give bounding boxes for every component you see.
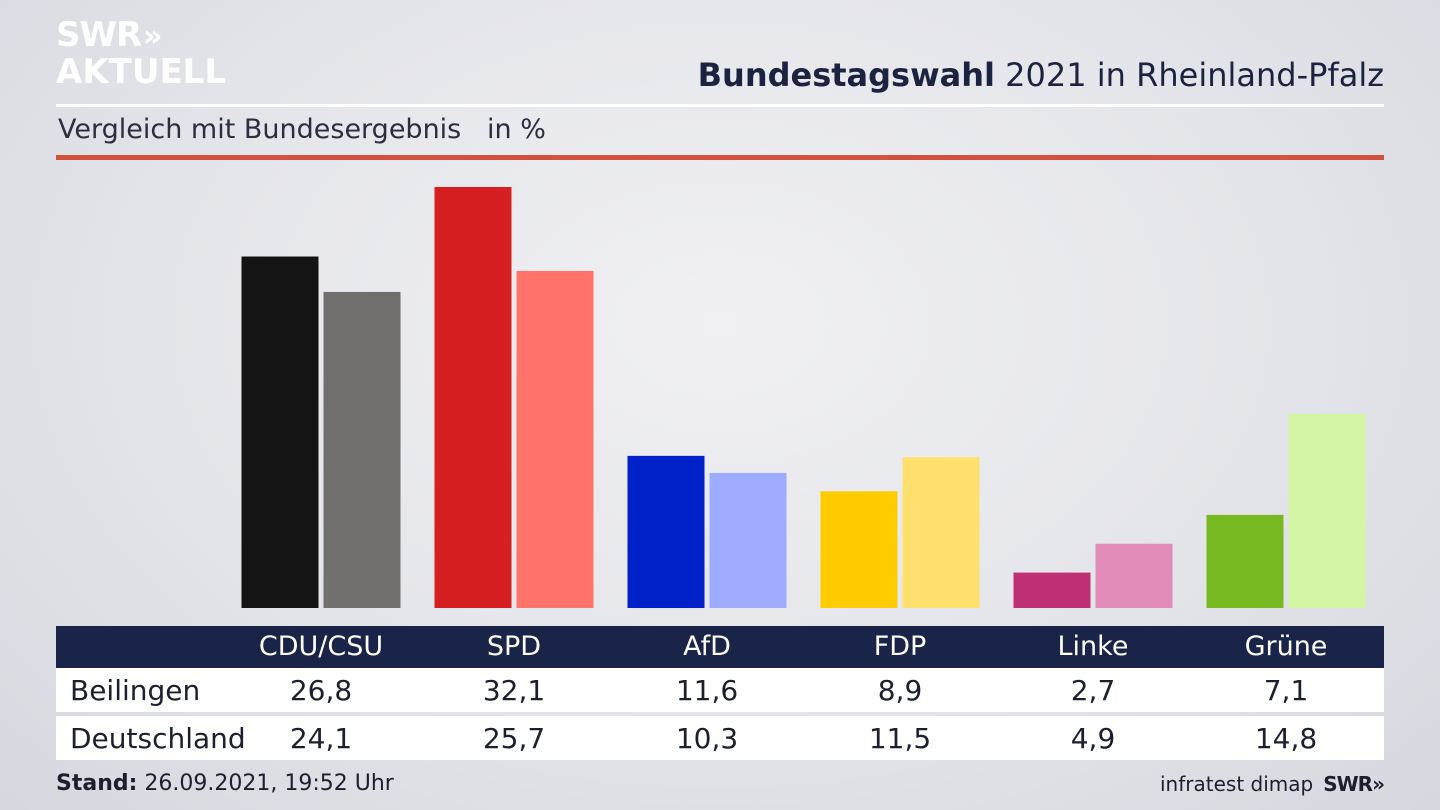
- stand-value: 26.09.2021, 19:52 Uhr: [137, 771, 394, 796]
- bar-afd-beilingen: [627, 455, 705, 608]
- chart-title-bold: Bundestagswahl: [697, 56, 995, 94]
- bar-spd-beilingen: [434, 187, 512, 608]
- col-header-linke: Linke: [1057, 631, 1129, 662]
- swr-brand-logo: SWR»: [1323, 772, 1385, 796]
- bar-linke-beilingen: [1013, 572, 1091, 608]
- source-credit: infratest dimap SWR»: [1160, 772, 1385, 796]
- chart-subtitle: Vergleich mit Bundesergebnis in %: [58, 114, 546, 145]
- value-beilingen-gr-ne: 7,1: [1263, 674, 1309, 707]
- value-beilingen-cdu-csu: 26,8: [289, 674, 353, 707]
- subtitle-divider: [56, 155, 1384, 160]
- col-header-spd: SPD: [486, 631, 542, 662]
- header-divider: [56, 104, 1384, 107]
- bar-cdu-csu-beilingen: [241, 256, 319, 608]
- row-label-deutschland: Deutschland: [70, 722, 246, 755]
- bar-cdu-csu-deutschland: [323, 291, 401, 608]
- bar-gr-ne-beilingen: [1206, 514, 1284, 608]
- col-header-gr-ne: Grüne: [1244, 631, 1328, 662]
- bar-fdp-beilingen: [820, 491, 898, 608]
- source-label: infratest dimap: [1160, 772, 1314, 796]
- value-deutschland-spd: 25,7: [482, 722, 546, 755]
- bar-linke-deutschland: [1095, 543, 1173, 608]
- bar-afd-deutschland: [709, 472, 787, 608]
- row-label-beilingen: Beilingen: [70, 674, 201, 707]
- bar-fdp-deutschland: [902, 457, 980, 608]
- table-row: Beilingen 26,8 32,1 11,6 8,9 2,7 7,1: [56, 668, 1384, 712]
- value-deutschland-cdu-csu: 24,1: [289, 722, 353, 755]
- logo-swr-text: SWR: [56, 15, 142, 55]
- value-beilingen-spd: 32,1: [482, 674, 546, 707]
- value-beilingen-afd: 11,6: [675, 674, 739, 707]
- value-deutschland-fdp: 11,5: [868, 722, 932, 755]
- chart-title-rest: 2021 in Rheinland-Pfalz: [995, 56, 1384, 94]
- value-beilingen-fdp: 8,9: [877, 674, 923, 707]
- chart-title: Bundestagswahl 2021 in Rheinland-Pfalz: [698, 56, 1384, 94]
- bar-gr-ne-deutschland: [1288, 413, 1366, 608]
- col-header-cdu-csu: CDU/CSU: [258, 631, 384, 662]
- value-deutschland-gr-ne: 14,8: [1254, 722, 1318, 755]
- table-header-row: CDU/CSU SPD AfD FDP Linke Grüne: [56, 626, 1384, 668]
- swr-aktuell-logo: SWR» AKTUELL: [56, 18, 226, 90]
- col-header-fdp: FDP: [873, 631, 927, 662]
- bar-spd-deutschland: [516, 270, 594, 608]
- value-deutschland-afd: 10,3: [675, 722, 739, 755]
- table-row: Deutschland 24,1 25,7 10,3 11,5 4,9 14,8: [56, 716, 1384, 760]
- bar-chart: [241, 187, 1366, 608]
- timestamp: Stand: 26.09.2021, 19:52 Uhr: [56, 771, 394, 796]
- results-table: CDU/CSU SPD AfD FDP Linke Grüne Beilingen 26,8…: [56, 626, 1384, 760]
- value-deutschland-linke: 4,9: [1070, 722, 1116, 755]
- col-header-afd: AfD: [683, 631, 731, 662]
- stand-label: Stand:: [56, 771, 138, 796]
- value-beilingen-linke: 2,7: [1070, 674, 1116, 707]
- logo-aktuell-text: AKTUELL: [56, 52, 227, 92]
